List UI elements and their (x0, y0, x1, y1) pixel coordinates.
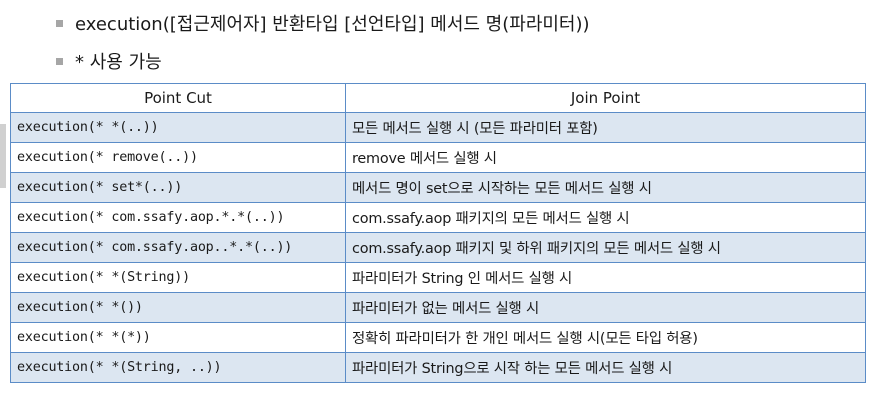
pointcut-cell: execution(* set*(..)) (10, 172, 346, 203)
joinpoint-cell: remove 메서드 실행 시 (345, 142, 866, 173)
joinpoint-cell: 파라미터가 없는 메서드 실행 시 (345, 292, 866, 323)
joinpoint-cell: 파라미터가 String으로 시작 하는 모든 메서드 실행 시 (345, 352, 866, 383)
joinpoint-cell: 메서드 명이 set으로 시작하는 모든 메서드 실행 시 (345, 172, 866, 203)
pointcut-cell: execution(* *(String, ..)) (10, 352, 346, 383)
pointcut-table: Point Cut Join Point execution(* *(..)) … (10, 83, 866, 383)
joinpoint-cell: com.ssafy.aop 패키지의 모든 메서드 실행 시 (345, 202, 866, 233)
pointcut-cell: execution(* *()) (10, 292, 346, 323)
bullet-text: execution([접근제어자] 반환타입 [선언타입] 메서드 명(파라미터… (75, 14, 590, 35)
table-row: execution(* com.ssafy.aop..*.*(..)) com.… (10, 232, 866, 263)
bullet-text: * 사용 가능 (75, 52, 162, 73)
table-row: execution(* *(..)) 모든 메서드 실행 시 (모든 파라미터 … (10, 112, 866, 143)
pointcut-cell: execution(* *(String)) (10, 262, 346, 293)
joinpoint-cell: 파라미터가 String 인 메서드 실행 시 (345, 262, 866, 293)
table-row: execution(* *(String)) 파라미터가 String 인 메서… (10, 262, 866, 293)
left-edge-bar (0, 124, 6, 188)
header-join-point: Join Point (345, 83, 866, 113)
bullet-marker (56, 19, 63, 27)
bullet-item-wildcard: * 사용 가능 (56, 46, 162, 76)
pointcut-cell: execution(* remove(..)) (10, 142, 346, 173)
table-row: execution(* com.ssafy.aop.*.*(..)) com.s… (10, 202, 866, 233)
table-row: execution(* set*(..)) 메서드 명이 set으로 시작하는 … (10, 172, 866, 203)
table-header-row: Point Cut Join Point (10, 83, 866, 113)
header-point-cut: Point Cut (10, 83, 346, 113)
pointcut-cell: execution(* com.ssafy.aop..*.*(..)) (10, 232, 346, 263)
bullet-marker (56, 57, 63, 65)
table-row: execution(* *(String, ..)) 파라미터가 String으… (10, 352, 866, 383)
joinpoint-cell: com.ssafy.aop 패키지 및 하위 패키지의 모든 메서드 실행 시 (345, 232, 866, 263)
table-row: execution(* *()) 파라미터가 없는 메서드 실행 시 (10, 292, 866, 323)
pointcut-cell: execution(* *(*)) (10, 322, 346, 353)
pointcut-cell: execution(* com.ssafy.aop.*.*(..)) (10, 202, 346, 233)
table-row: execution(* *(*)) 정확히 파라미터가 한 개인 메서드 실행 … (10, 322, 866, 353)
table-row: execution(* remove(..)) remove 메서드 실행 시 (10, 142, 866, 173)
joinpoint-cell: 정확히 파라미터가 한 개인 메서드 실행 시(모든 타입 허용) (345, 322, 866, 353)
joinpoint-cell: 모든 메서드 실행 시 (모든 파라미터 포함) (345, 112, 866, 143)
pointcut-cell: execution(* *(..)) (10, 112, 346, 143)
bullet-item-syntax: execution([접근제어자] 반환타입 [선언타입] 메서드 명(파라미터… (56, 8, 590, 38)
